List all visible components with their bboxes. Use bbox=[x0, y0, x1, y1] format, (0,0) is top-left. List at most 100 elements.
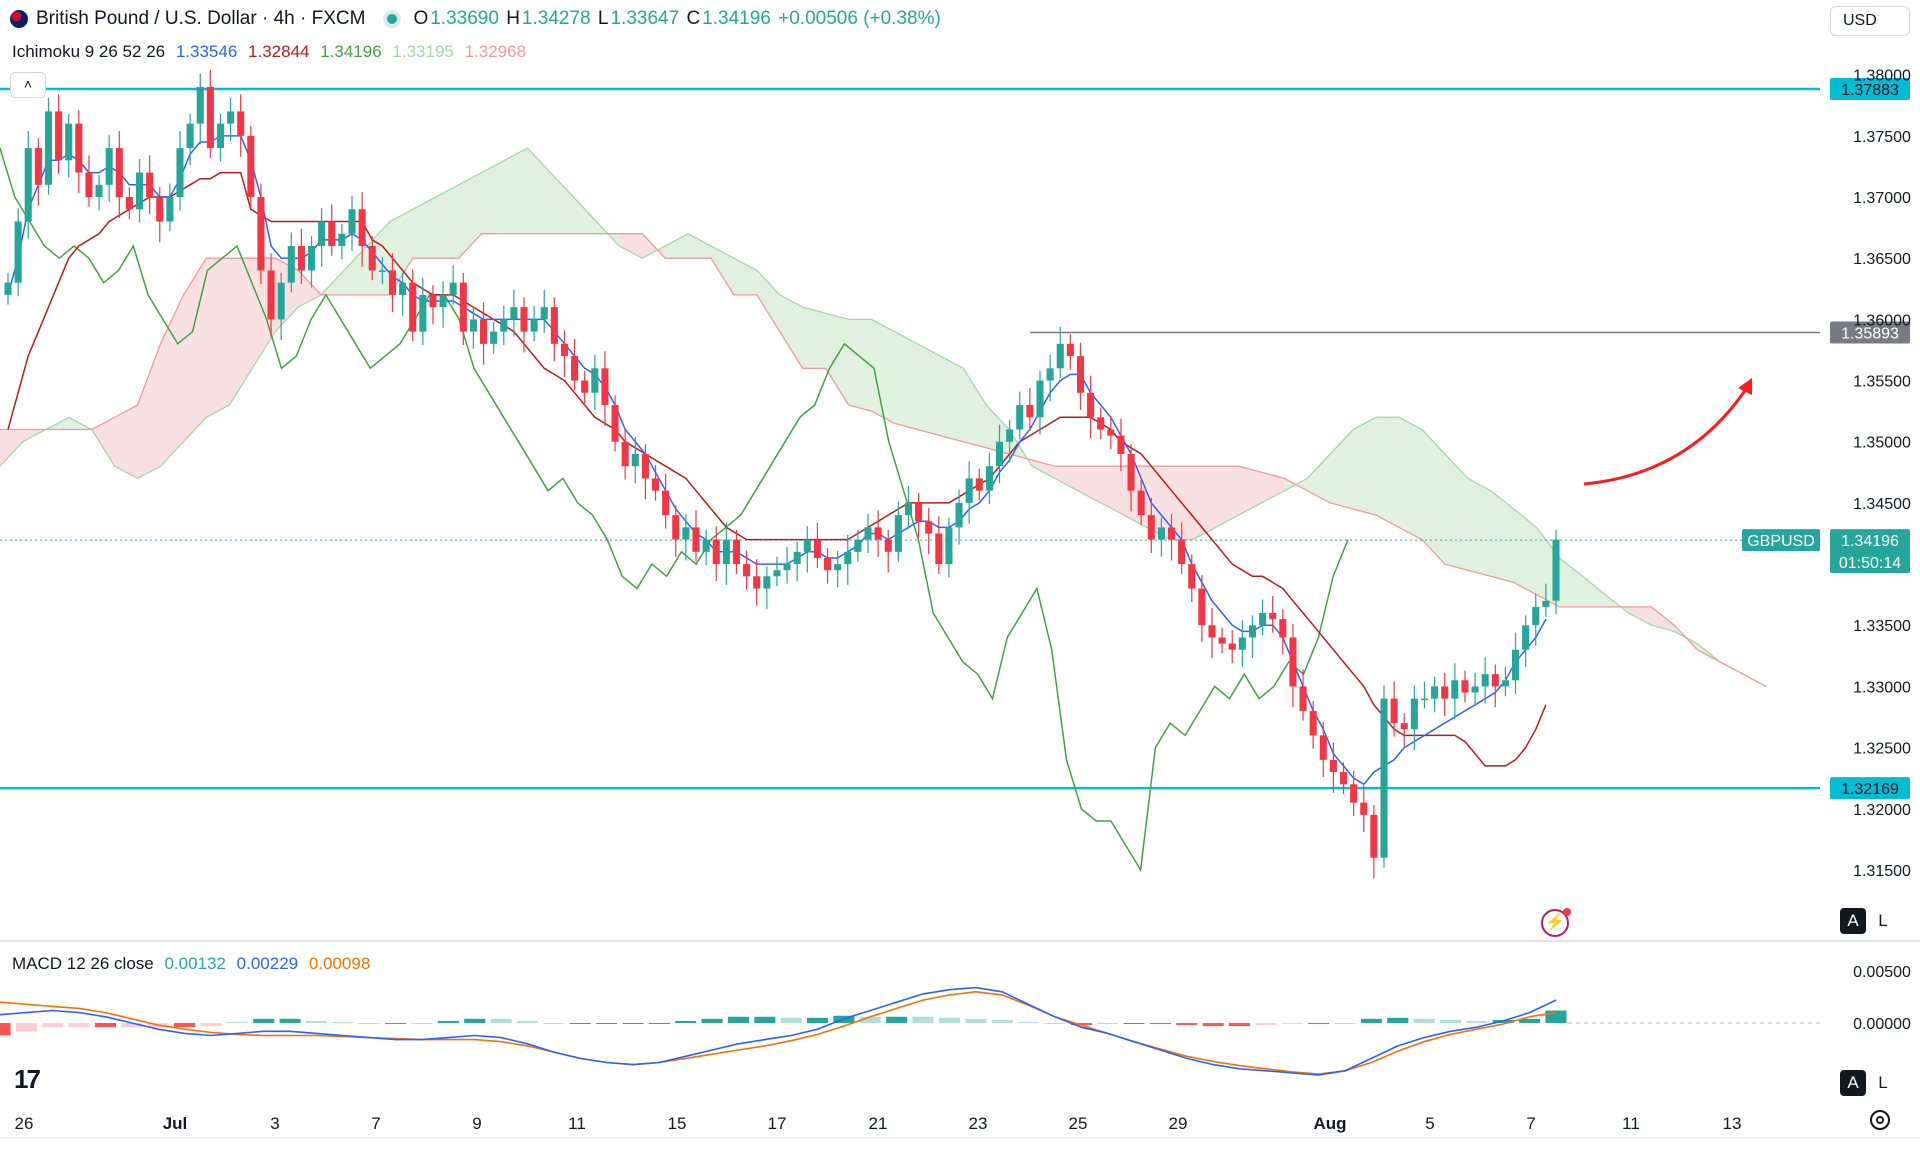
candle-body bbox=[915, 502, 923, 522]
collapse-legend-button[interactable]: ˄ bbox=[10, 72, 46, 98]
candle bbox=[955, 489, 963, 545]
candle-body bbox=[14, 221, 22, 283]
candle bbox=[591, 354, 599, 410]
candle bbox=[1511, 632, 1520, 694]
candle-body bbox=[834, 564, 842, 571]
candle bbox=[773, 556, 781, 587]
cloud-segment bbox=[1353, 417, 1377, 516]
candle bbox=[813, 522, 821, 568]
log-scale-button[interactable]: L bbox=[1870, 908, 1896, 934]
candle bbox=[500, 305, 508, 346]
candle bbox=[479, 302, 488, 365]
candle bbox=[176, 130, 184, 211]
candle bbox=[1006, 419, 1014, 463]
macd-histogram-bar bbox=[411, 1023, 433, 1024]
low-value: 1.33647 bbox=[610, 8, 680, 29]
candle bbox=[1360, 785, 1368, 833]
candle bbox=[368, 236, 376, 281]
candle-body bbox=[874, 527, 882, 540]
candle-body bbox=[864, 527, 872, 540]
candle bbox=[712, 526, 720, 582]
candle-body bbox=[257, 197, 265, 271]
macd-log-scale-button[interactable]: L bbox=[1870, 1070, 1896, 1096]
candle-body bbox=[743, 564, 751, 577]
candle bbox=[358, 192, 366, 267]
candle-body bbox=[318, 221, 326, 246]
candle-body bbox=[611, 405, 619, 442]
candle bbox=[965, 461, 973, 524]
macd-histogram-bar bbox=[886, 1016, 908, 1023]
macd-histogram-bar bbox=[1334, 1023, 1356, 1024]
candle bbox=[1269, 595, 1277, 633]
cloud-segment bbox=[435, 184, 459, 259]
candle-body bbox=[722, 539, 730, 565]
macd-legend[interactable]: MACD 12 26 close 0.00132 0.00229 0.00098 bbox=[12, 954, 376, 974]
candle-body bbox=[773, 570, 781, 577]
time-axis-label: 15 bbox=[668, 1114, 687, 1133]
candle bbox=[1370, 805, 1378, 879]
currency-label: USD bbox=[1843, 12, 1877, 29]
candle bbox=[1248, 615, 1257, 659]
ichimoku-base-value: 1.32844 bbox=[248, 42, 310, 61]
macd-axis-tick: 0.00000 bbox=[1853, 1016, 1911, 1033]
candle bbox=[1157, 517, 1165, 557]
macd-histogram-bar bbox=[305, 1020, 328, 1023]
candle-body bbox=[1552, 539, 1560, 601]
candle bbox=[854, 529, 862, 562]
candle-body bbox=[469, 319, 477, 332]
candle-body bbox=[975, 478, 983, 491]
candle-body bbox=[641, 453, 649, 479]
candle-body bbox=[1390, 698, 1398, 724]
cloud-segment bbox=[1628, 606, 1652, 626]
time-axis-label: 13 bbox=[1723, 1114, 1742, 1133]
candle bbox=[1319, 721, 1327, 777]
candle bbox=[1279, 609, 1287, 655]
macd-histogram-bar bbox=[1070, 1023, 1092, 1026]
candle bbox=[1026, 387, 1034, 431]
candle-body bbox=[85, 172, 93, 198]
candle-body bbox=[803, 539, 811, 552]
macd-histogram-bar bbox=[1387, 1017, 1409, 1023]
price-axis-tick: 1.36000 bbox=[1853, 312, 1911, 329]
macd-line-value: 0.00229 bbox=[236, 954, 299, 973]
horizontal-level-tag bbox=[1830, 777, 1910, 800]
settings-icon[interactable] bbox=[1870, 1110, 1890, 1130]
candle-body bbox=[206, 86, 214, 149]
candle-body bbox=[1006, 429, 1014, 442]
currency-button[interactable]: USD bbox=[1830, 6, 1910, 36]
candle bbox=[449, 265, 457, 305]
cloud-segment bbox=[458, 172, 482, 259]
candle-body bbox=[1279, 619, 1287, 638]
ichimoku-legend[interactable]: Ichimoku 9 26 52 26 1.33546 1.32844 1.34… bbox=[12, 42, 532, 62]
candle-body bbox=[560, 343, 569, 357]
candle bbox=[1036, 370, 1044, 435]
candle bbox=[662, 473, 670, 529]
time-axis-label: 7 bbox=[371, 1114, 380, 1133]
candle bbox=[1410, 685, 1418, 751]
cloud-segment bbox=[1215, 466, 1239, 528]
candle-body bbox=[702, 539, 710, 552]
candle-body bbox=[24, 148, 32, 222]
candle-body bbox=[65, 123, 73, 161]
price-axis-tick: 1.33500 bbox=[1853, 618, 1911, 635]
candle-body bbox=[1178, 539, 1186, 565]
candle-body bbox=[581, 380, 589, 393]
candle-body bbox=[307, 245, 316, 271]
candle bbox=[1208, 608, 1216, 659]
candle bbox=[1461, 670, 1469, 703]
candle bbox=[985, 452, 993, 505]
candle-body bbox=[1046, 368, 1054, 381]
leading-span-a-line bbox=[0, 147, 1767, 687]
symbol-title[interactable]: British Pound / U.S. Dollar · 4h · FXCM bbox=[36, 8, 366, 29]
candle bbox=[1380, 685, 1388, 868]
market-open-indicator bbox=[387, 14, 398, 24]
cloud-segment bbox=[1513, 509, 1537, 595]
candle-body bbox=[904, 502, 913, 516]
candle bbox=[1299, 669, 1307, 721]
auto-scale-button[interactable]: A bbox=[1840, 908, 1866, 934]
lightning-icon[interactable]: ⚡ bbox=[1541, 908, 1571, 937]
time-axis-label: 5 bbox=[1425, 1114, 1434, 1133]
candle bbox=[601, 351, 609, 426]
macd-auto-scale-button[interactable]: A bbox=[1840, 1070, 1866, 1096]
